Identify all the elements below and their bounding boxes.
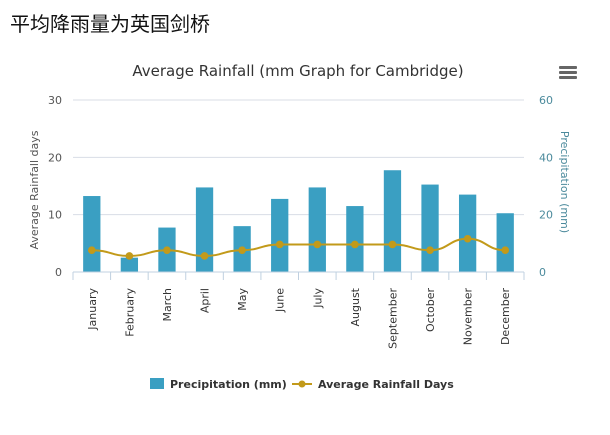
x-tick-label: September <box>386 288 399 349</box>
x-tick-label: November <box>462 288 475 346</box>
y-right-tick-label: 0 <box>539 266 546 279</box>
data-point[interactable] <box>238 246 246 255</box>
x-tick-label: August <box>349 287 362 326</box>
y-right-tick-label: 60 <box>539 94 553 107</box>
line-series[interactable] <box>87 234 510 260</box>
legend: Precipitation (mm) Average Rainfall Days <box>150 378 454 391</box>
x-tick-label: January <box>86 288 99 331</box>
bar[interactable] <box>308 187 326 272</box>
data-point[interactable] <box>163 246 171 255</box>
y-left-tick-label: 0 <box>55 266 62 279</box>
x-tick-label: May <box>236 288 249 311</box>
y-left-axis-label: Average Rainfall days <box>28 130 41 249</box>
legend-label-rainfall-days: Average Rainfall Days <box>318 378 454 391</box>
y-right-tick-label: 20 <box>539 209 553 222</box>
x-tick-label: June <box>274 288 287 313</box>
x-tick-label: February <box>123 288 136 337</box>
page-heading: 平均降雨量为英国剑桥 <box>10 12 210 36</box>
data-point[interactable] <box>200 252 209 260</box>
y-left-tick-label: 20 <box>48 151 62 164</box>
legend-swatch-precipitation <box>150 378 164 389</box>
y-left-tick-label: 30 <box>48 94 62 107</box>
menu-bar-1 <box>559 66 577 69</box>
grid-lines <box>73 99 524 216</box>
x-tick-label: April <box>199 288 212 313</box>
menu-bar-2 <box>559 71 577 74</box>
chart: Average Rainfall (mm Graph for Cambridge… <box>28 62 571 391</box>
legend-swatch-marker <box>298 380 306 388</box>
hamburger-menu-icon[interactable] <box>559 66 577 82</box>
bar[interactable] <box>458 194 477 272</box>
legend-item-precipitation[interactable]: Precipitation (mm) <box>150 378 287 391</box>
data-point[interactable] <box>351 240 359 249</box>
series-line <box>91 237 506 257</box>
bar[interactable] <box>383 170 402 272</box>
legend-item-rainfall-days[interactable]: Average Rainfall Days <box>292 378 454 391</box>
data-point[interactable] <box>87 246 96 255</box>
x-tick-label: October <box>424 288 437 332</box>
bar[interactable] <box>496 213 514 272</box>
data-point[interactable] <box>501 246 510 255</box>
x-tick-label: March <box>161 288 174 322</box>
y-left-tick-label: 10 <box>48 209 62 222</box>
menu-bar-3 <box>559 76 577 79</box>
data-point[interactable] <box>388 240 397 249</box>
legend-label-precipitation: Precipitation (mm) <box>170 378 287 391</box>
x-tick-label: December <box>499 288 512 346</box>
bar[interactable] <box>120 257 139 272</box>
bar[interactable] <box>83 196 101 272</box>
bar-series[interactable] <box>83 170 514 272</box>
axes: 0 10 20 30 0 20 40 60 January February March April M… <box>48 94 553 349</box>
data-point[interactable] <box>313 240 322 249</box>
data-point[interactable] <box>463 234 472 243</box>
y-right-axis-label: Precipitation (mm) <box>558 131 571 233</box>
bar[interactable] <box>271 198 289 272</box>
bar[interactable] <box>195 187 214 272</box>
data-point[interactable] <box>426 246 434 255</box>
y-right-tick-label: 40 <box>539 151 553 164</box>
data-point[interactable] <box>125 252 134 260</box>
bar[interactable] <box>346 206 364 272</box>
bar[interactable] <box>421 184 439 272</box>
data-point[interactable] <box>275 240 284 249</box>
chart-title: Average Rainfall (mm Graph for Cambridge… <box>132 62 463 80</box>
x-tick-label: July <box>311 288 324 309</box>
